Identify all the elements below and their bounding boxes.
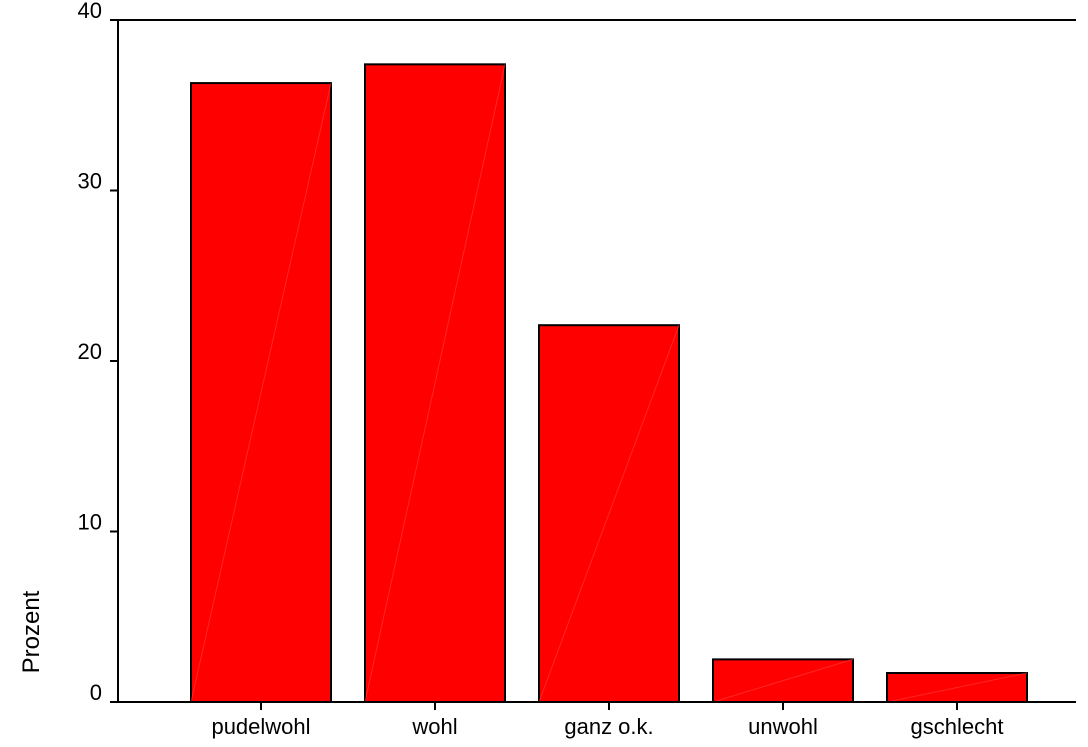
y-axis-label: Prozent — [18, 590, 45, 673]
x-tick-label: gschlecht — [911, 714, 1004, 739]
y-tick-label: 0 — [90, 680, 102, 705]
y-tick-label: 30 — [78, 169, 102, 194]
x-tick-label: wohl — [411, 714, 457, 739]
x-tick-label: unwohl — [748, 714, 818, 739]
y-tick-label: 10 — [78, 510, 102, 535]
bar-diagonal — [190, 82, 332, 703]
y-tick-label: 20 — [78, 339, 102, 364]
x-tick-label: ganz o.k. — [564, 714, 653, 739]
plot-area: 0 10 20 30 40 pudelwohl wohl ganz o.k. unwohl gsc… — [78, 0, 1076, 739]
y-tick-label: 40 — [78, 0, 102, 23]
bar-diagonal — [712, 658, 854, 703]
bar-diagonal — [364, 64, 506, 703]
x-tick-label: pudelwohl — [211, 714, 310, 739]
bar-diagonal — [538, 325, 680, 703]
bar-diagonal — [886, 672, 1028, 703]
